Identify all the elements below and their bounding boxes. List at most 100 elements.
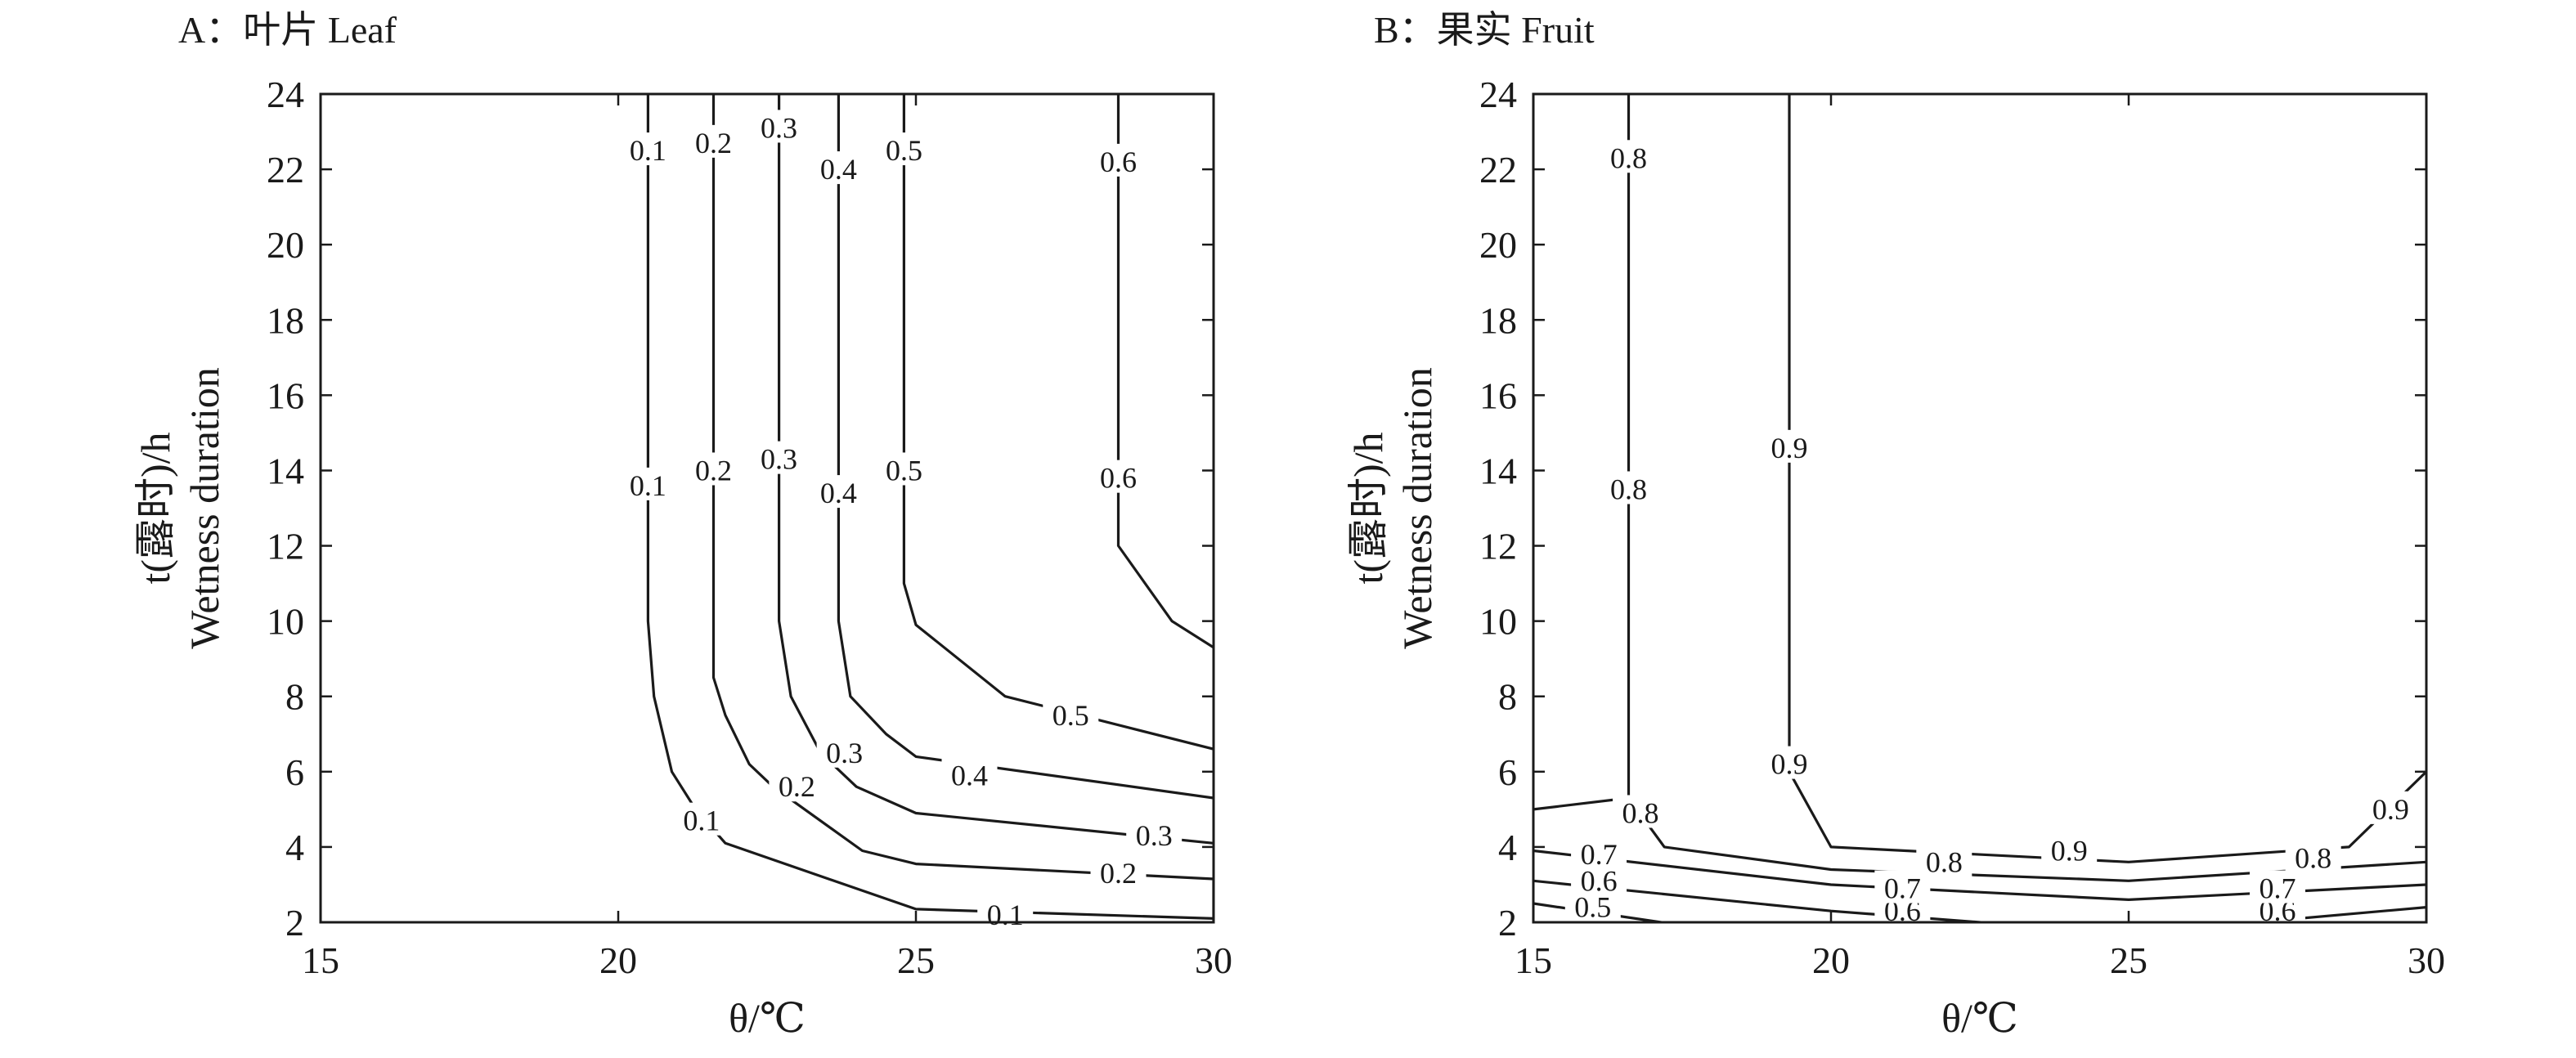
contour-line-0.9 (1788, 94, 2426, 863)
contour-line-0.3 (778, 94, 1214, 845)
contour-label-bg (1090, 143, 1147, 177)
contour-label: 0.8 (1610, 473, 1647, 505)
contour-label-bg (2363, 791, 2419, 824)
x-tick-label: 15 (302, 939, 339, 981)
contour-label: 0.3 (1136, 819, 1173, 852)
plot-frame (319, 92, 1215, 924)
x-tick-label: 20 (599, 939, 637, 981)
x-axis-title: θ/℃ (1941, 995, 2018, 1041)
contour-label: 0.2 (1100, 857, 1137, 890)
contour-label: 0.5 (886, 134, 922, 167)
y-axis-title-line2: Wetness duration (1394, 367, 1440, 649)
contour-label: 0.9 (2372, 793, 2409, 826)
contour-label-bg (673, 802, 729, 836)
contour-label: 0.6 (1100, 462, 1137, 495)
contour-label-bg (977, 896, 1034, 930)
contour-label: 0.7 (2260, 872, 2296, 905)
y-tick-label: 6 (1498, 751, 1517, 793)
x-axis-title: θ/℃ (729, 995, 806, 1041)
contour-label-bg (810, 475, 867, 509)
x-tick-label: 15 (1515, 939, 1552, 981)
contour-line-0.5 (902, 94, 1214, 751)
contour-label-bg (769, 769, 825, 802)
contour-label-bg (2041, 832, 2098, 866)
panel-b-fruit: 0.50.60.6 0.60.70.7 0.70.80.80.80.8 0.80.90… (1345, 9, 2445, 1041)
contour-label-bg (620, 132, 676, 166)
contour-line-0.2 (711, 94, 1214, 922)
contour-label: 0.8 (1610, 141, 1647, 174)
y-tick-label: 14 (267, 450, 304, 491)
y-tick-label: 8 (285, 676, 304, 718)
contour-label-bg (685, 124, 742, 158)
contour-label-bg (751, 441, 807, 474)
y-tick-label: 24 (267, 74, 304, 115)
y-tick-label: 8 (1498, 676, 1517, 718)
contour-label: 0.9 (1771, 432, 1808, 464)
contour-label: 0.2 (779, 770, 815, 803)
y-tick-label: 24 (1479, 74, 1517, 115)
contour-line-0.6 (1116, 94, 1214, 649)
y-axis-title-line2: Wetness duration (182, 367, 227, 649)
contour-label: 0.3 (761, 111, 797, 144)
y-tick-label: 12 (1479, 526, 1517, 567)
y-tick-label: 12 (267, 526, 304, 567)
panel-title: B：果实 Fruit (1374, 9, 1595, 51)
y-tick-label: 10 (1479, 601, 1517, 643)
contour-label: 0.3 (826, 737, 863, 769)
contour-label: 0.4 (951, 759, 988, 791)
contour-label-bg (1613, 795, 1669, 828)
contour-label-bg (1600, 140, 1657, 173)
y-tick-label: 20 (1479, 224, 1517, 266)
contour-label: 0.7 (1581, 838, 1618, 871)
contour-label: 0.9 (2051, 835, 2088, 867)
contour-label: 0.7 (1884, 872, 1921, 905)
contour-label-bg (816, 734, 873, 768)
contour-label-bg (2250, 870, 2305, 903)
y-tick-label: 22 (267, 149, 304, 191)
contour-label-bg (941, 757, 998, 791)
contour-line-0.5 (1533, 902, 1670, 922)
contour-label-bg (620, 467, 676, 500)
contour-label-bg (1600, 471, 1657, 504)
contour-label: 0.9 (1771, 748, 1808, 781)
contour-label-bg (1761, 429, 1818, 463)
y-tick-label: 22 (1479, 149, 1517, 191)
contour-label: 0.8 (2295, 842, 2331, 875)
contour-label-bg (1916, 844, 1972, 877)
contour-label-bg (1126, 818, 1183, 851)
contour-label-bg (810, 151, 867, 185)
contour-label: 0.8 (1622, 796, 1659, 829)
contour-label-bg (1090, 855, 1147, 889)
contour-label-bg (751, 110, 807, 143)
y-tick-label: 18 (1479, 299, 1517, 341)
x-tick-label: 30 (2408, 939, 2445, 981)
plot-frame (1532, 92, 2428, 924)
y-axis-title-line1: t(露时)/h (1345, 432, 1391, 584)
contour-label: 0.8 (1926, 845, 1963, 878)
contour-label: 0.6 (1581, 864, 1618, 897)
y-tick-label: 16 (267, 374, 304, 416)
contour-label: 0.5 (1052, 699, 1089, 732)
contour-label-bg (685, 452, 742, 486)
y-tick-label: 6 (285, 751, 304, 793)
contour-label: 0.5 (1574, 891, 1611, 924)
contour-label-bg (876, 132, 932, 166)
contour-label: 0.1 (630, 469, 666, 502)
contour-line-0.1 (646, 94, 1214, 920)
contour-label: 0.4 (820, 153, 857, 186)
contour-label-bg (2285, 840, 2341, 873)
x-tick-label: 25 (2110, 939, 2147, 981)
contour-label-bg (1043, 697, 1099, 730)
contour-label: 0.2 (695, 454, 732, 486)
contour-label: 0.5 (886, 454, 922, 486)
y-tick-label: 2 (1498, 902, 1517, 944)
contour-label: 0.1 (683, 805, 720, 837)
y-tick-label: 4 (1498, 827, 1517, 868)
contour-label: 0.1 (987, 899, 1024, 931)
x-tick-label: 20 (1812, 939, 1850, 981)
x-tick-label: 30 (1195, 939, 1232, 981)
y-tick-label: 2 (285, 902, 304, 944)
panel-title: A：叶片 Leaf (178, 9, 397, 51)
